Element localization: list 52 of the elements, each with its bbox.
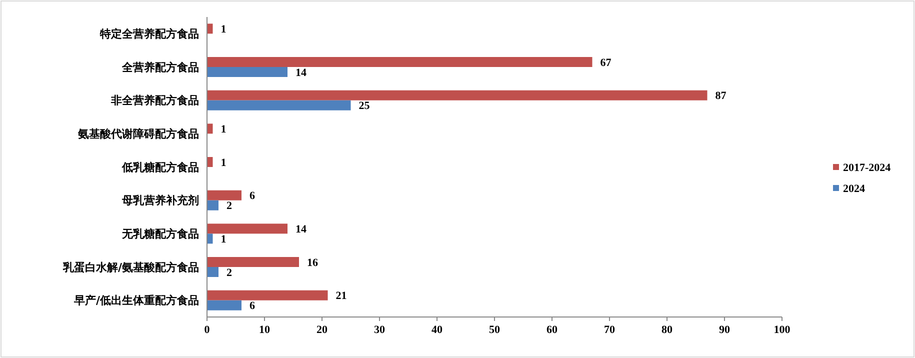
data-label: 2	[226, 266, 232, 279]
y-tick-label: 低乳糖配方食品	[121, 160, 199, 174]
x-tick-label: 90	[719, 324, 730, 336]
data-label: 1	[220, 234, 226, 246]
data-label: 6	[250, 300, 256, 312]
bar	[207, 290, 328, 300]
data-label: 14	[296, 66, 307, 79]
data-label: 21	[336, 290, 347, 302]
data-label: 87	[715, 90, 727, 102]
x-tick-label: 70	[604, 324, 616, 336]
data-label: 1	[220, 124, 226, 136]
bar	[207, 124, 213, 134]
data-label: 25	[358, 100, 370, 112]
y-tick-label: 乳蛋白水解/氨基酸配方食品	[62, 260, 199, 274]
x-tick-label: 60	[546, 324, 558, 336]
y-tick-label: 特定全营养配方食品	[99, 28, 199, 41]
x-tick-label: 20	[316, 324, 328, 336]
x-tick-label: 100	[774, 324, 791, 336]
bar	[207, 200, 218, 210]
y-tick-label: 母乳营养补充剂	[121, 194, 199, 208]
bar	[207, 100, 351, 110]
x-tick-label: 10	[259, 324, 270, 336]
data-label: 1	[220, 24, 226, 36]
bar	[207, 300, 242, 310]
bar	[207, 57, 592, 67]
bar	[207, 157, 213, 167]
y-tick-label: 无乳糖配方食品	[121, 228, 199, 241]
y-tick-label: 全营养配方食品	[121, 60, 199, 74]
bar	[207, 90, 708, 100]
y-tick-label: 非全营养配方食品	[110, 94, 199, 108]
data-label: 14	[296, 224, 307, 236]
x-tick-label: 40	[432, 324, 443, 336]
legend-label: 2017-2024	[843, 162, 892, 174]
x-tick-label: 0	[204, 324, 210, 336]
bar	[207, 267, 218, 277]
data-label: 1	[220, 156, 226, 169]
data-label: 2	[226, 200, 232, 212]
bar	[207, 190, 242, 200]
x-tick-label: 50	[489, 324, 500, 336]
data-label: 67	[600, 56, 612, 69]
bar	[207, 224, 288, 234]
bar	[207, 234, 213, 244]
bar	[207, 257, 299, 267]
legend-label: 2024	[843, 182, 866, 195]
bar	[207, 67, 288, 77]
x-tick-label: 80	[662, 324, 673, 336]
data-label: 16	[307, 256, 318, 269]
bar	[207, 24, 213, 34]
y-tick-label: 氨基酸代谢障碍配方食品	[77, 128, 199, 141]
data-label: 6	[250, 190, 256, 202]
y-tick-label: 早产/低出生体重配方食品	[72, 294, 199, 308]
x-tick-label: 30	[374, 324, 386, 336]
